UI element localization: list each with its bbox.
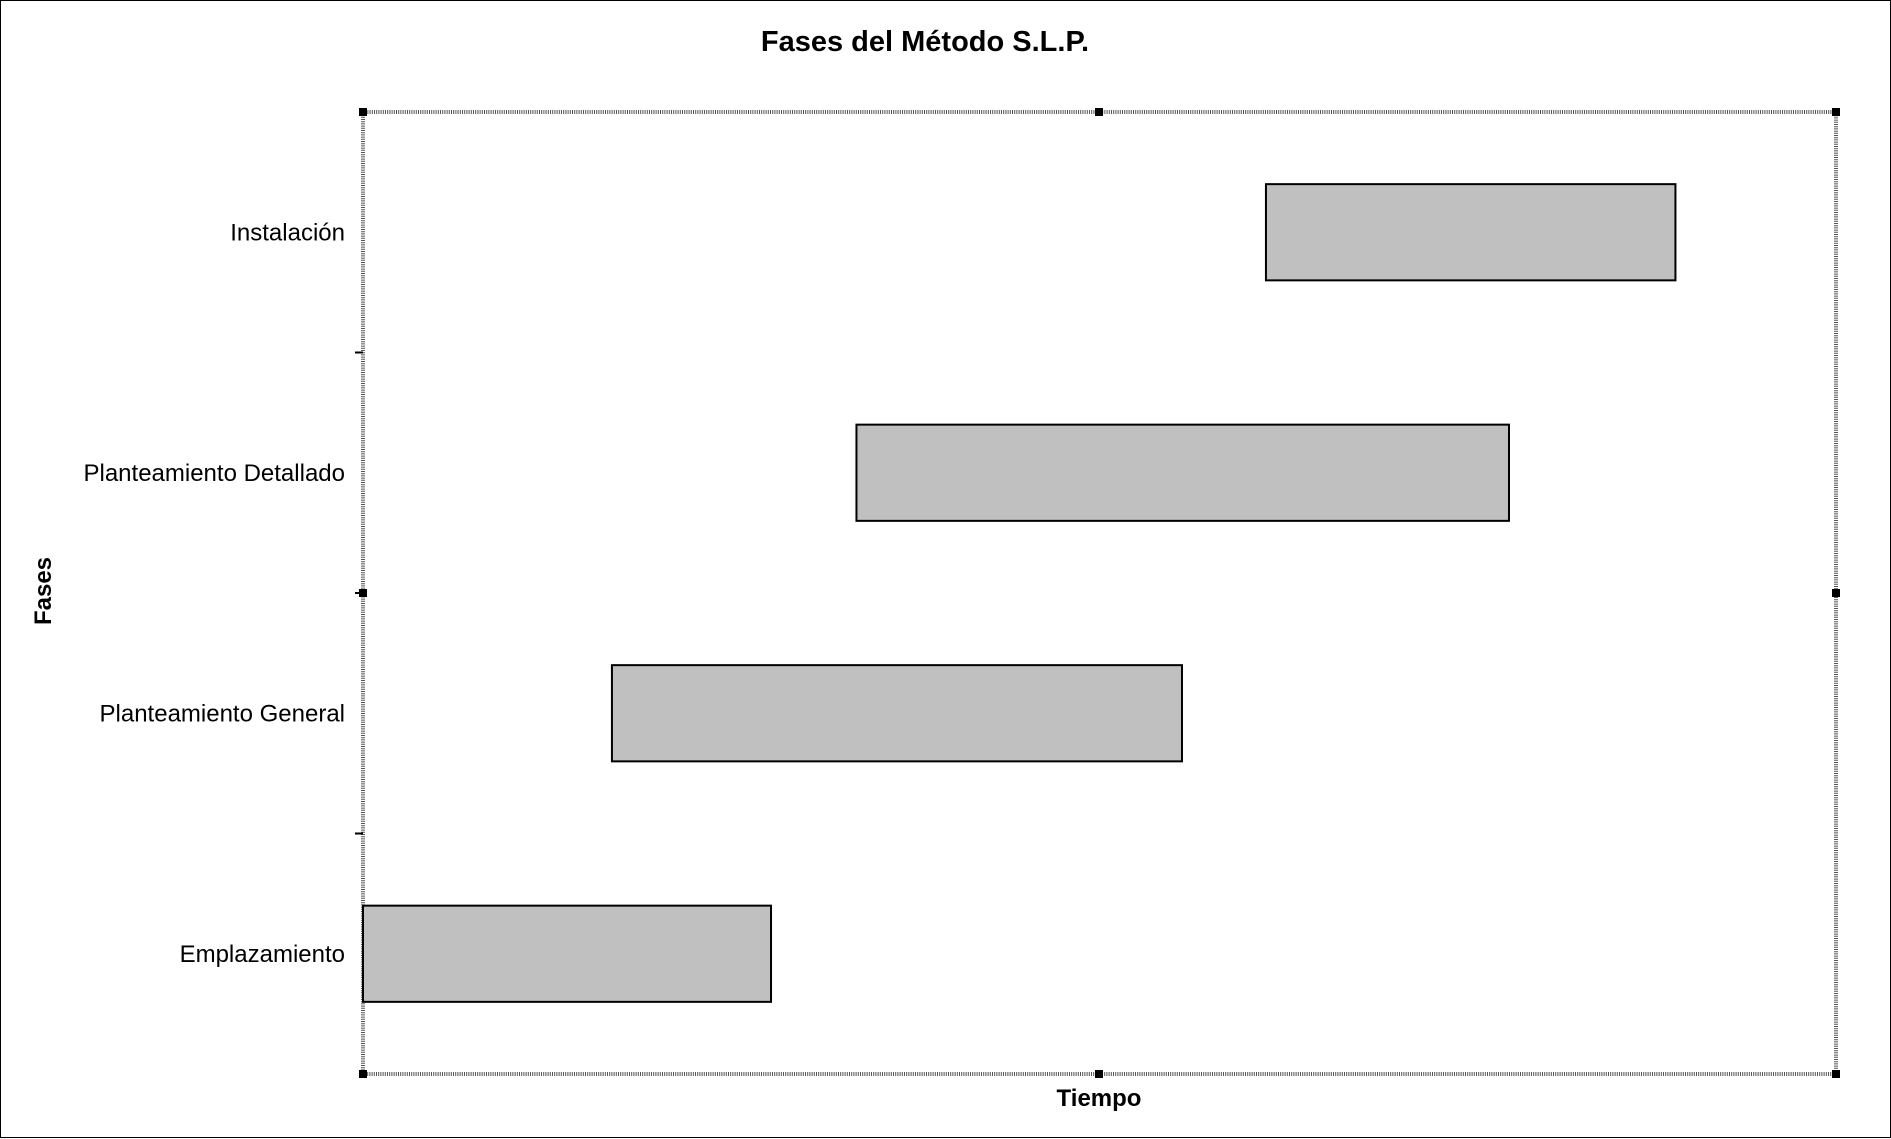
bars xyxy=(362,183,1677,1003)
handle-top-right xyxy=(1832,108,1840,116)
handle-bottom-middle xyxy=(1095,1070,1103,1078)
handle-middle-right xyxy=(1832,589,1840,597)
y-tick-label: Instalación xyxy=(230,219,345,246)
handle-top-left xyxy=(359,108,367,116)
bar-0 xyxy=(362,904,773,1003)
y-axis-label: Fases xyxy=(30,557,57,625)
bar-3 xyxy=(1264,183,1677,282)
y-axis-ticks xyxy=(355,351,363,835)
handle-bottom-right xyxy=(1832,1070,1840,1078)
handle-bottom-left xyxy=(359,1070,367,1078)
handle-top-middle xyxy=(1095,108,1103,116)
bar-1 xyxy=(610,664,1183,763)
y-tick-label: Emplazamiento xyxy=(180,941,345,968)
y-tick-label: Planteamiento Detallado xyxy=(83,460,345,487)
chart-title: Fases del Método S.L.P. xyxy=(761,26,1089,58)
x-axis-label: Tiempo xyxy=(1057,1085,1142,1112)
y-tick-label: Planteamiento General xyxy=(100,700,345,727)
bar-2 xyxy=(855,423,1510,522)
y-tick-labels: Emplazamiento Planteamiento General Plante… xyxy=(83,219,345,968)
